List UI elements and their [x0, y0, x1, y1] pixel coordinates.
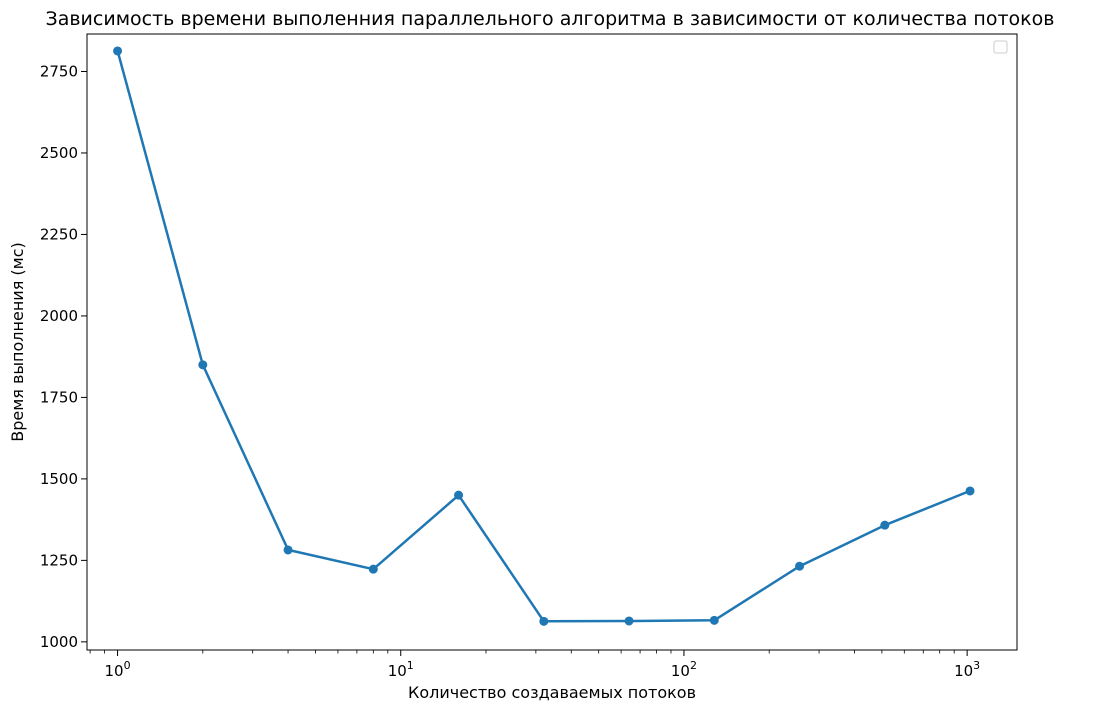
y-tick-label: 2500 — [40, 144, 78, 162]
y-tick-label: 1250 — [40, 551, 78, 569]
plot-area-frame — [86, 33, 1018, 651]
y-tick-label: 1500 — [40, 470, 78, 488]
y-tick-label: 1000 — [40, 633, 78, 651]
x-tick-label: 102 — [671, 659, 697, 680]
series-points — [113, 46, 975, 626]
data-point — [198, 360, 208, 370]
chart-title: Зависимость времени выполенния параллель… — [46, 8, 1055, 30]
data-point — [880, 520, 890, 530]
data-point — [539, 616, 549, 626]
y-tick-label: 2250 — [40, 225, 78, 243]
x-axis-minor-ticks — [89, 650, 955, 654]
x-tick-label: 103 — [954, 659, 980, 680]
x-axis-ticks: 100 101 102 103 — [105, 650, 980, 680]
data-point — [454, 490, 464, 500]
legend-box — [993, 40, 1008, 54]
y-axis-ticks: 1000 1250 1500 1750 2000 2250 2500 2750 — [40, 62, 87, 651]
data-point — [795, 561, 805, 571]
y-tick-label: 2750 — [40, 62, 78, 80]
x-axis-label: Количество создаваемых потоков — [408, 683, 696, 702]
y-tick-label: 2000 — [40, 307, 78, 325]
x-tick-label: 100 — [105, 659, 131, 680]
y-axis-label: Время выполнения (мс) — [8, 242, 27, 442]
data-point — [965, 486, 975, 496]
data-point — [624, 616, 634, 626]
x-tick-label: 101 — [388, 659, 414, 680]
data-point — [113, 46, 123, 56]
y-tick-label: 1750 — [40, 388, 78, 406]
data-point — [368, 564, 378, 574]
data-point — [709, 615, 719, 625]
data-point — [283, 545, 293, 555]
